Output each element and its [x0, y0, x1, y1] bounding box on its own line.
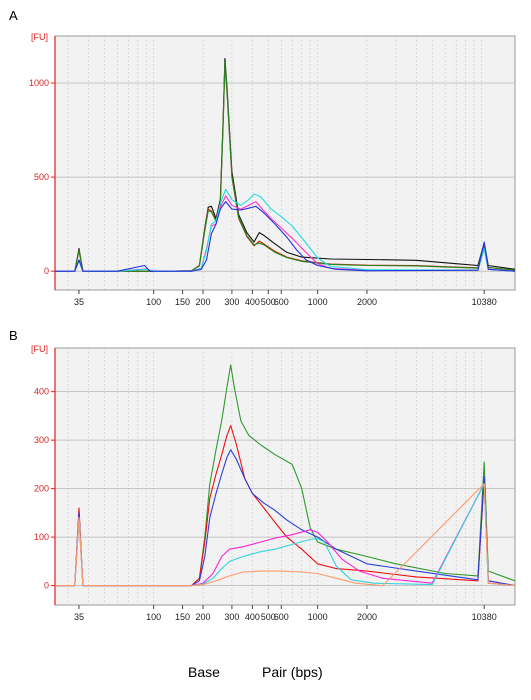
x-tick-label-b: 500	[261, 612, 276, 622]
y-unit-label-b: [FU]	[31, 344, 48, 354]
x-tick-label-a: 300	[224, 297, 239, 307]
x-axis-caption-pair: Pair (bps)	[262, 664, 323, 680]
x-tick-label-a: 1000	[308, 297, 328, 307]
plot-area-a	[54, 35, 516, 291]
plot-area-b	[54, 347, 516, 606]
x-tick-label-b: 400	[245, 612, 260, 622]
x-tick-label-b: 200	[196, 612, 211, 622]
x-tick-label-b: 300	[224, 612, 239, 622]
x-tick-label-a: 150	[175, 297, 190, 307]
x-tick-label-b: 150	[175, 612, 190, 622]
x-tick-label-a: 500	[261, 297, 276, 307]
panel-label-a: A	[9, 8, 18, 23]
y-unit-label-a: [FU]	[31, 32, 48, 42]
x-tick-label-b: 10380	[472, 612, 497, 622]
y-tick-label-b: 300	[34, 435, 49, 445]
x-tick-label-a: 35	[74, 297, 84, 307]
panel-label-b: B	[9, 328, 18, 343]
x-tick-label-b: 1000	[308, 612, 328, 622]
x-tick-label-b: 100	[146, 612, 161, 622]
y-tick-label-b: 200	[34, 484, 49, 494]
y-tick-label-a: 500	[34, 172, 49, 182]
y-tick-label-b: 400	[34, 387, 49, 397]
x-tick-label-a: 400	[245, 297, 260, 307]
x-axis-caption-base: Base	[188, 664, 220, 680]
x-tick-label-a: 100	[146, 297, 161, 307]
series-line-a-6	[55, 201, 516, 272]
x-tick-label-a: 2000	[357, 297, 377, 307]
x-tick-label-a: 10380	[472, 297, 497, 307]
y-tick-label-a: 1000	[29, 78, 49, 88]
x-tick-label-b: 600	[274, 612, 289, 622]
x-tick-label-a: 200	[196, 297, 211, 307]
y-tick-label-b: 100	[34, 532, 49, 542]
x-tick-label-b: 2000	[357, 612, 377, 622]
series-line-b-6	[55, 483, 516, 587]
series-line-a-5	[55, 188, 516, 272]
y-tick-label-a: 0	[44, 266, 49, 276]
x-tick-label-a: 600	[274, 297, 289, 307]
y-tick-label-b: 0	[44, 581, 49, 591]
x-tick-label-b: 35	[74, 612, 84, 622]
